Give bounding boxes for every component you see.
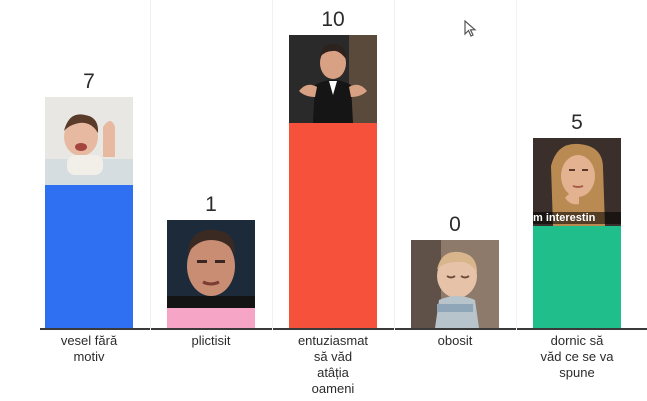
category-label-line: obosit [437,333,473,348]
category-label: plictisit [156,333,266,349]
bar [167,307,255,328]
category-label-line: spune [559,365,595,380]
bored-man-photo [167,219,255,308]
category-label: vesel fără motiv [34,333,144,365]
category-label-line: să văd [313,349,353,364]
sleepy-toddler-photo [411,240,499,328]
value-label: 5 [571,110,583,134]
guide-line [272,0,273,330]
value-label: 7 [83,69,95,93]
category-label: obosit [400,333,510,349]
thinking-woman-photo: m interestin [533,137,621,226]
guide-line [516,0,517,330]
category-label-line: atâția [317,365,349,380]
category-label-line: vesel fără [60,333,118,348]
bar [533,225,621,328]
laughing-baby-photo [45,96,133,185]
excited-host-photo [289,35,377,123]
category-label-line: entuziasmat [297,333,369,348]
value-label: 10 [321,8,345,31]
category-label-line: motiv [73,349,105,364]
bar [45,184,133,328]
bar [289,123,377,328]
category-label-line: plictisit [191,333,231,348]
mouse-cursor-icon [464,20,477,37]
guide-line [394,0,395,330]
category-label: dornic să văd ce se va spune [522,333,632,381]
category-label-line: văd ce se va [540,349,614,364]
value-label: 1 [205,192,217,216]
category-label-line: oameni [311,381,355,396]
category-label-line: dornic să [550,333,604,348]
thumbnail-caption: m interestin [533,211,621,224]
value-label: 0 [449,213,461,236]
x-axis-line [40,328,647,330]
category-label: entuziasmat să văd atâția oameni [278,333,388,397]
guide-line [150,0,151,330]
